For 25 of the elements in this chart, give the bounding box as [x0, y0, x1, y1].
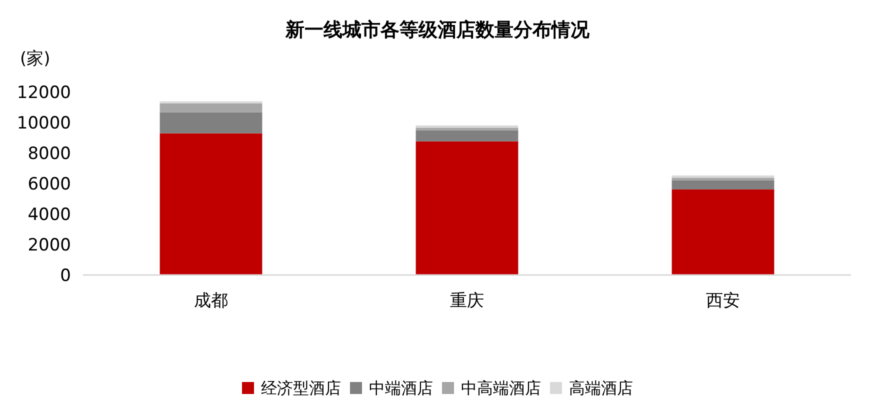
y-tick-label: 4000	[28, 204, 71, 225]
y-tick-label: 10000	[16, 113, 71, 134]
bar	[672, 178, 774, 180]
x-tick-label: 成都	[194, 291, 228, 311]
legend-label: 中端酒店	[369, 378, 433, 398]
y-tick-label: 6000	[28, 174, 71, 194]
bar	[672, 189, 774, 275]
chart-title: 新一线城市各等级酒店数量分布情况	[284, 19, 590, 41]
y-tick-label: 12000	[16, 82, 71, 103]
bar	[160, 103, 262, 112]
legend-label: 中高端酒店	[461, 378, 541, 398]
bar	[416, 141, 518, 275]
x-tick-label: 西安	[706, 291, 740, 311]
bar	[416, 130, 518, 142]
y-tick-label: 8000	[28, 144, 71, 164]
bar	[416, 128, 518, 130]
legend-label: 高端酒店	[569, 378, 633, 398]
x-tick-label: 重庆	[450, 291, 484, 311]
y-tick-label: 0	[60, 266, 71, 286]
bar	[672, 180, 774, 190]
legend-label: 经济型酒店	[261, 378, 341, 398]
bar	[160, 112, 262, 134]
y-tick-label: 2000	[28, 235, 71, 256]
y-axis-title: (家)	[20, 49, 50, 69]
bar	[160, 133, 262, 275]
